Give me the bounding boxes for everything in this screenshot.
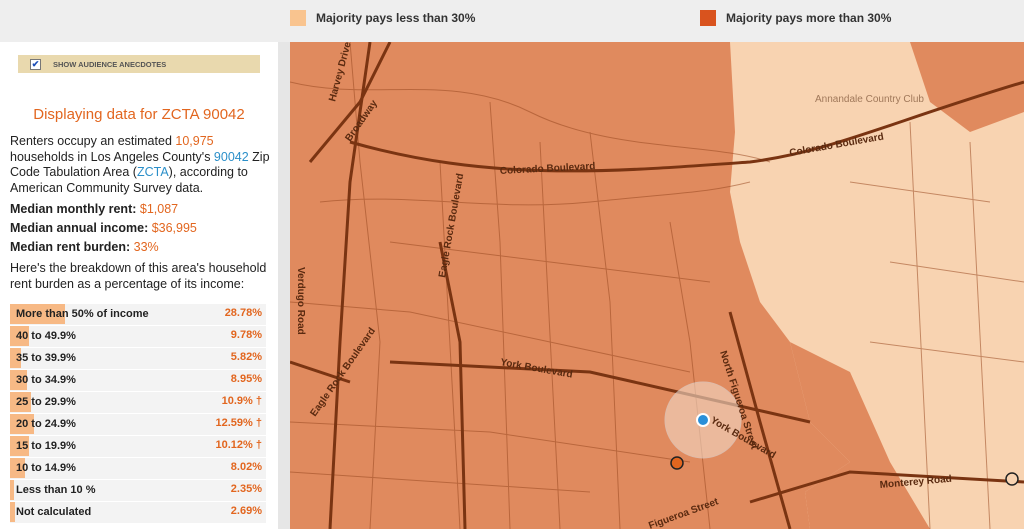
bar (10, 480, 15, 500)
sidebar: ✔ SHOW AUDIENCE ANECDOTES Displaying data… (0, 42, 278, 529)
bar (10, 326, 29, 346)
anecdote-marker[interactable] (1005, 472, 1019, 486)
row-value: 2.69% (230, 505, 262, 517)
link[interactable]: 90042 (213, 149, 249, 164)
bar (10, 370, 27, 390)
map-label: Annandale Country Club (815, 94, 924, 105)
text: ), according to American Community Surve… (10, 165, 248, 195)
stat-value: 33% (133, 240, 159, 254)
legend-swatch (290, 10, 306, 26)
location-marker[interactable] (696, 413, 710, 427)
row-label: 25 to 29.9% (16, 396, 76, 408)
stat: Median rent burden: 33% (10, 240, 159, 254)
stat-label: Median annual income (10, 221, 145, 235)
checkbox-box[interactable]: ✔ (30, 59, 41, 70)
row-label: 35 to 39.9% (16, 352, 76, 364)
breakdown-row: 25 to 29.9% 10.9% † (10, 392, 266, 414)
breakdown-row: 35 to 39.9% 5.82% (10, 348, 266, 370)
breakdown-row: 10 to 14.9% 8.02% (10, 458, 266, 480)
bar (10, 414, 34, 434)
heading: Displaying data for ZCTA 90042 (33, 106, 245, 123)
row-label: 30 to 34.9% (16, 374, 76, 386)
bar (10, 458, 26, 478)
divider (278, 42, 290, 529)
stat-label: Median monthly rent (10, 202, 133, 216)
row-value: 2.35% (230, 483, 262, 495)
bar (10, 392, 31, 412)
breakdown-row: 15 to 19.9% 10.12% † (10, 436, 266, 458)
row-value: 8.02% (230, 461, 262, 473)
row-value: 10.9% † (221, 395, 262, 407)
legend-swatch (700, 10, 716, 26)
intro: Renters occupy an estimated 10,975 house… (10, 134, 272, 196)
breakdown-row: Less than 10 % 2.35% (10, 480, 266, 502)
row-value: 12.59% † (215, 417, 262, 429)
row-label: 10 to 14.9% (16, 462, 76, 474)
breakdown-row: More than 50% of income 28.78% (10, 304, 266, 326)
region-low (730, 42, 1024, 529)
region-high (790, 342, 930, 529)
bar (10, 436, 30, 456)
stat-value: $1,087 (139, 202, 179, 216)
stat: Median annual income: $36,995 (10, 221, 197, 235)
bar (10, 502, 16, 522)
row-label: More than 50% of income (16, 308, 149, 320)
breakdown-intro: Here's the breakdown of this area's hous… (10, 261, 267, 291)
bar (10, 304, 65, 324)
text: Renters occupy an estimated (10, 134, 176, 148)
stat-value: $36,995 (151, 221, 197, 235)
row-label: Less than 10 % (16, 484, 96, 496)
row-label: 20 to 24.9% (16, 418, 76, 430)
number: 10,975 (175, 134, 214, 148)
breakdown-row: 40 to 49.9% 9.78% (10, 326, 266, 348)
breakdown-row: 20 to 24.9% 12.59% † (10, 414, 266, 436)
map-label: Verdugo Road (295, 267, 306, 335)
row-value: 10.12% † (215, 439, 262, 451)
row-value: 5.82% (230, 351, 262, 363)
stat: Median monthly rent: $1,087 (10, 202, 179, 216)
row-label: Not calculated (16, 506, 92, 518)
text: Zip Code Tabulation Area ( (10, 149, 270, 180)
row-label: 40 to 49.9% (16, 330, 76, 342)
region-high (910, 42, 1024, 132)
row-value: 9.78% (230, 329, 262, 341)
row-value: 28.78% (224, 307, 262, 319)
checkbox[interactable]: ✔ SHOW AUDIENCE ANECDOTES (18, 55, 260, 73)
row-label: 15 to 19.9% (16, 440, 76, 452)
text: households in Los Angeles County's (10, 149, 214, 164)
breakdown-row: Not calculated 2.69% (10, 502, 266, 524)
legend-label: Majority pays less than 30% (316, 11, 476, 25)
map-label: Colorado Boulevard (500, 161, 596, 177)
stat-label: Median rent burden (10, 240, 126, 254)
legend-label: Majority pays more than 30% (726, 11, 892, 25)
link[interactable]: ZCTA (136, 165, 169, 179)
breakdown-table: More than 50% of income 28.78% 40 to 49.9%… (10, 304, 266, 524)
streets (290, 42, 1024, 529)
anecdote-marker[interactable] (670, 456, 684, 470)
legend-bar: Majority pays less than 30% Majority pay… (0, 0, 1024, 42)
checkbox-label: SHOW AUDIENCE ANECDOTES (53, 60, 167, 69)
bar (10, 348, 22, 368)
row-value: 8.95% (230, 373, 262, 385)
breakdown-row: 30 to 34.9% 8.95% (10, 370, 266, 392)
